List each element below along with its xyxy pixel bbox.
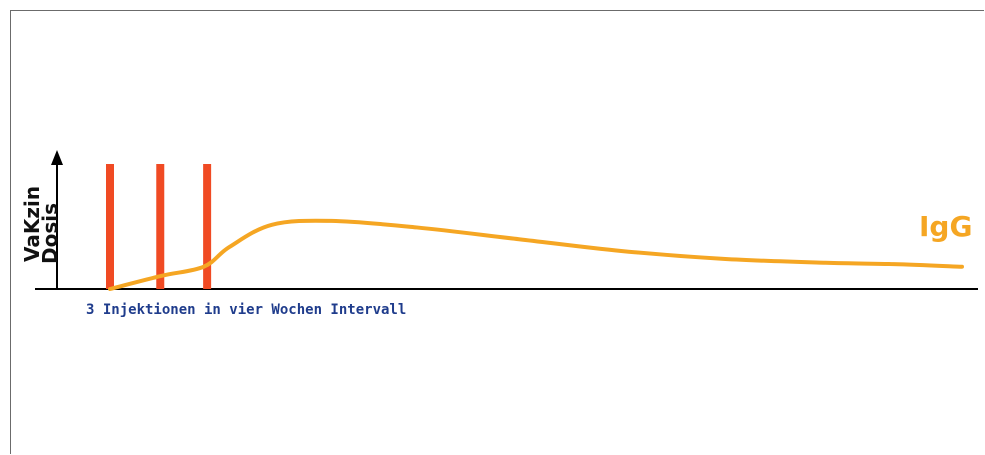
y-axis-arrow (51, 150, 63, 165)
series-label-igg: IgG (919, 210, 972, 243)
injection-bar-1 (106, 164, 114, 289)
injection-bar-2 (156, 164, 165, 289)
injection-bar-3 (203, 164, 212, 289)
y-axis-label-line-2: Dosis (38, 203, 62, 264)
chart-frame (10, 10, 984, 454)
y-axis-label-line-1: VaKzin (20, 186, 44, 262)
injection-bars (106, 164, 212, 289)
series-line-igg (108, 218, 964, 291)
annotation-injections: 3 Injektionen in vier Wochen Intervall (86, 302, 406, 318)
